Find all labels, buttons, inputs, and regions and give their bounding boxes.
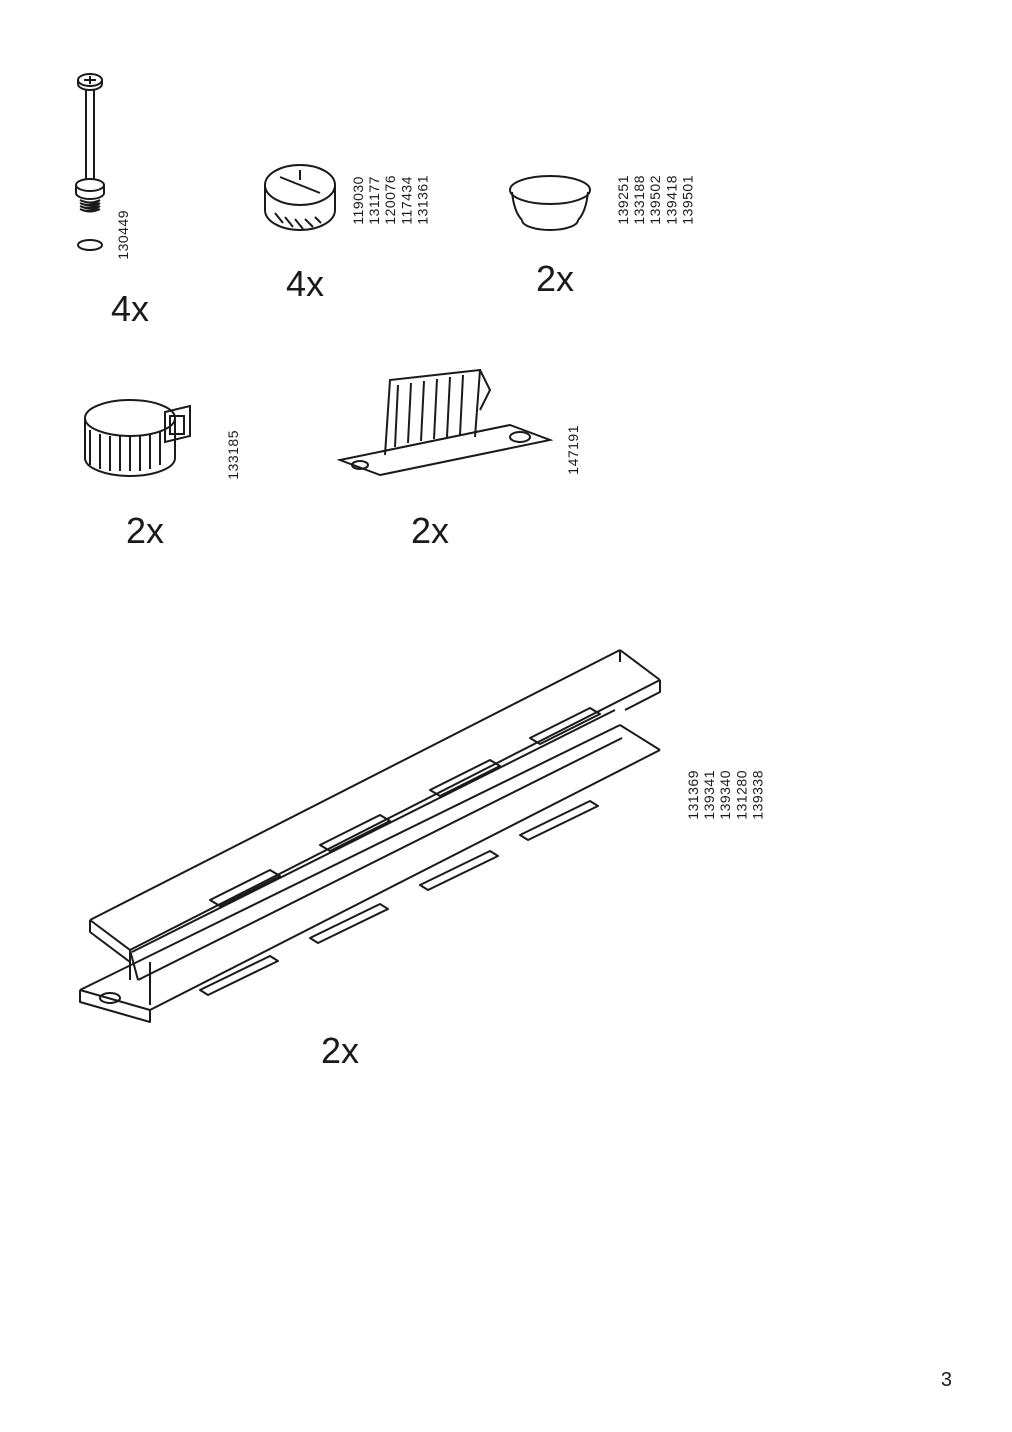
- cap-part-numbers: 139251 133188 139502 139418 139501: [615, 175, 695, 225]
- ribbedcap-part-number: 133185: [225, 430, 241, 480]
- page-number: 3: [941, 1369, 952, 1392]
- part-cap-group: 139251 133188 139502 139418 139501 2x: [500, 170, 720, 300]
- part-bracket-small-group: 147191 2x: [330, 365, 610, 552]
- bolt-part-number: 130449: [115, 210, 131, 260]
- rail-icon: [60, 610, 680, 1030]
- ribbedcap-icon: [70, 390, 220, 500]
- rail-qty: 2x: [60, 1030, 620, 1072]
- bolt-qty: 4x: [50, 288, 210, 330]
- part-ribbedcap-group: 133185 2x: [70, 390, 270, 552]
- ribbedcap-qty: 2x: [70, 510, 220, 552]
- bracket-small-icon: [330, 365, 560, 500]
- camlock-qty: 4x: [250, 263, 360, 305]
- camlock-part-numbers: 119030 131177 120076 117434 131361: [350, 175, 430, 225]
- cap-qty: 2x: [500, 258, 610, 300]
- bracket-small-part-number: 147191: [565, 425, 581, 475]
- part-camlock-group: 119030 131177 120076 117434 131361 4x: [250, 155, 450, 305]
- cap-icon: [500, 170, 610, 250]
- part-bolt-group: 130449 4x: [60, 70, 210, 330]
- bolt-icon: [60, 70, 150, 280]
- part-rail-group: 131369 139341 139340 131280 139338 2x: [60, 610, 760, 1072]
- camlock-icon: [250, 155, 360, 255]
- rail-part-numbers: 131369 139341 139340 131280 139338: [685, 770, 765, 820]
- assembly-parts-page: 130449 4x 119030 131177 120076 117434 13…: [0, 0, 1012, 1432]
- bracket-small-qty: 2x: [330, 510, 530, 552]
